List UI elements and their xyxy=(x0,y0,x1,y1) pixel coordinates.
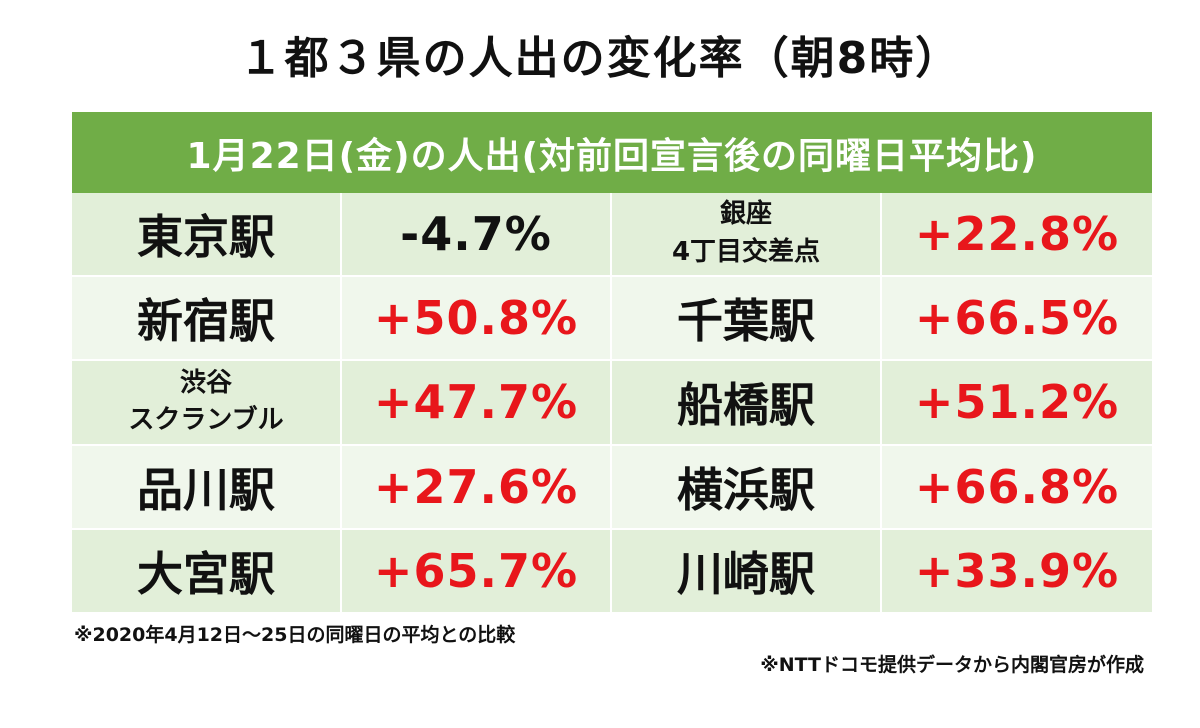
value-cell: +50.8% xyxy=(342,277,612,362)
change-rate-value: +33.9% xyxy=(914,543,1120,598)
station-name: 銀座 4丁目交差点 xyxy=(672,196,820,271)
table-header: 1月22日(金)の人出(対前回宣言後の同曜日平均比) xyxy=(72,112,1152,193)
station-name-line1: 川崎駅 xyxy=(677,546,815,601)
station-cell: 大宮駅 xyxy=(72,529,342,614)
station-name-line1: 大宮駅 xyxy=(137,546,275,601)
change-rate-value: -4.7% xyxy=(400,207,552,262)
station-cell: 銀座 4丁目交差点 xyxy=(612,193,882,278)
change-rate-value: +22.8% xyxy=(914,207,1120,262)
page-title: １都３県の人出の変化率（朝8時） xyxy=(238,33,962,84)
station-cell: 船橋駅 xyxy=(612,361,882,446)
value-cell: +66.5% xyxy=(882,277,1152,362)
change-rate-value: +66.8% xyxy=(914,459,1120,514)
change-rate-value: +65.7% xyxy=(373,543,579,598)
station-name-line2: 4丁目交差点 xyxy=(671,237,821,268)
change-rate-value: +47.7% xyxy=(373,375,579,430)
station-name: 千葉駅 xyxy=(677,285,815,351)
station-cell: 東京駅 xyxy=(72,193,342,278)
change-rate-value: +27.6% xyxy=(373,459,579,514)
change-rate-value: +51.2% xyxy=(914,375,1120,430)
table-header-label: 1月22日(金)の人出(対前回宣言後の同曜日平均比) xyxy=(186,135,1038,177)
value-cell: -4.7% xyxy=(342,193,612,278)
station-cell: 横浜駅 xyxy=(612,445,882,530)
station-cell: 千葉駅 xyxy=(612,277,882,362)
change-rate-table: 1月22日(金)の人出(対前回宣言後の同曜日平均比) 東京駅 -4.7% 銀座 4丁目… xyxy=(72,112,1152,614)
station-name-line1: 品川駅 xyxy=(137,462,275,517)
value-cell: +22.8% xyxy=(882,193,1152,278)
change-rate-value: +66.5% xyxy=(914,291,1120,346)
station-cell: 新宿駅 xyxy=(72,277,342,362)
value-cell: +51.2% xyxy=(882,361,1152,446)
station-name: 新宿駅 xyxy=(137,285,275,351)
station-name: 品川駅 xyxy=(137,454,275,520)
station-name-line1: 新宿駅 xyxy=(137,294,275,349)
station-name: 横浜駅 xyxy=(677,454,815,520)
value-cell: +47.7% xyxy=(342,361,612,446)
station-name-line1: 渋谷 xyxy=(179,367,232,398)
station-name-line2: スクランブル xyxy=(128,405,284,436)
value-cell: +27.6% xyxy=(342,445,612,530)
station-name-line1: 銀座 xyxy=(719,199,772,230)
station-name: 東京駅 xyxy=(137,201,275,267)
comparison-footnote: ※2020年4月12日～25日の同曜日の平均との比較 xyxy=(74,624,516,646)
data-source-note: ※NTTドコモ提供データから内閣官房が作成 xyxy=(760,654,1144,676)
table-body: 東京駅 -4.7% 銀座 4丁目交差点 +22.8% 新宿駅 +50.8% 千葉駅 +66.5%… xyxy=(72,193,1152,614)
station-name-line1: 千葉駅 xyxy=(677,294,815,349)
change-rate-value: +50.8% xyxy=(373,291,579,346)
station-name: 大宮駅 xyxy=(137,538,275,604)
station-cell: 品川駅 xyxy=(72,445,342,530)
value-cell: +66.8% xyxy=(882,445,1152,530)
station-name: 川崎駅 xyxy=(677,538,815,604)
station-cell: 渋谷 スクランブル xyxy=(72,361,342,446)
value-cell: +65.7% xyxy=(342,529,612,614)
station-name-line1: 東京駅 xyxy=(137,210,275,265)
station-cell: 川崎駅 xyxy=(612,529,882,614)
station-name-line1: 横浜駅 xyxy=(677,462,815,517)
station-name: 船橋駅 xyxy=(677,369,815,435)
station-name-line1: 船橋駅 xyxy=(677,378,815,433)
station-name: 渋谷 スクランブル xyxy=(128,365,283,440)
value-cell: +33.9% xyxy=(882,529,1152,614)
